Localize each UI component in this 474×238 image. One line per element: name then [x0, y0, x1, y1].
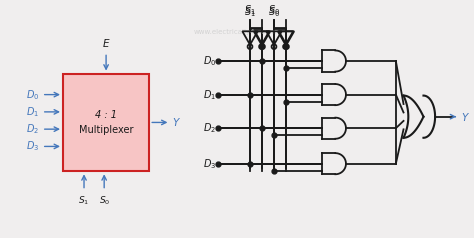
Text: Multiplexer: Multiplexer — [79, 125, 133, 135]
Text: $\mathit{Y}$: $\mathit{Y}$ — [172, 116, 182, 129]
Text: $\mathit{D_2}$: $\mathit{D_2}$ — [26, 122, 39, 136]
Text: $E$: $E$ — [102, 37, 110, 49]
Text: $S_0$: $S_0$ — [268, 3, 280, 17]
Text: $\mathit{S_0}$: $\mathit{S_0}$ — [99, 194, 110, 207]
Text: $\mathit{D_1}$: $\mathit{D_1}$ — [203, 88, 217, 102]
Text: $\mathit{D_2}$: $\mathit{D_2}$ — [203, 121, 217, 135]
Text: $\mathit{D_0}$: $\mathit{D_0}$ — [26, 88, 39, 102]
Text: $S_1$: $S_1$ — [244, 5, 256, 19]
Text: $S_1$: $S_1$ — [244, 3, 256, 17]
Text: $\mathit{D_0}$: $\mathit{D_0}$ — [203, 54, 217, 68]
Text: $\mathit{D_1}$: $\mathit{D_1}$ — [26, 105, 39, 119]
Text: 4 : 1: 4 : 1 — [95, 110, 117, 120]
Bar — [63, 74, 149, 171]
Text: $\mathit{Y}$: $\mathit{Y}$ — [461, 111, 470, 123]
Text: $\mathit{S_1}$: $\mathit{S_1}$ — [78, 194, 90, 207]
Text: $\mathit{D_3}$: $\mathit{D_3}$ — [203, 157, 217, 171]
Text: $\mathit{D_3}$: $\mathit{D_3}$ — [26, 139, 39, 153]
Text: $S_0$: $S_0$ — [268, 5, 280, 19]
Text: www.electrically4u.com: www.electrically4u.com — [194, 29, 277, 35]
